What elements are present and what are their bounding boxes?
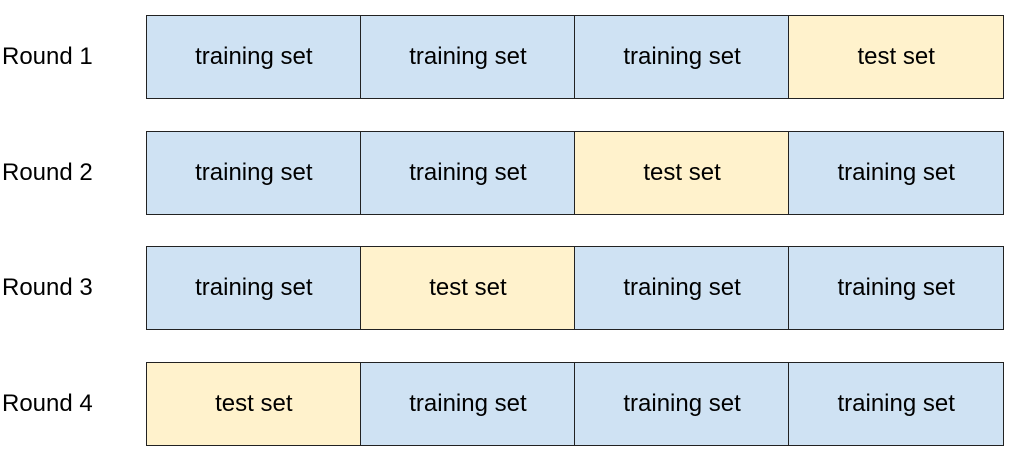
round-label: Round 2 xyxy=(2,158,93,186)
training-set-block: training set xyxy=(360,15,576,99)
test-set-block: test set xyxy=(146,361,362,446)
training-set-block: training set xyxy=(146,15,362,99)
training-set-block: training set xyxy=(788,361,1004,446)
training-set-block: training set xyxy=(146,130,362,215)
round-row: training set test set training set training… xyxy=(146,246,1004,330)
training-set-block: training set xyxy=(360,130,576,215)
training-set-block: training set xyxy=(146,246,362,330)
test-set-block: test set xyxy=(788,15,1004,99)
round-label: Round 3 xyxy=(2,274,93,301)
test-set-block: test set xyxy=(574,130,790,215)
test-set-block: test set xyxy=(360,246,576,330)
training-set-block: training set xyxy=(788,130,1004,215)
training-set-block: training set xyxy=(574,246,790,330)
training-set-block: training set xyxy=(360,361,576,446)
round-row: training set training set training set test… xyxy=(146,15,1004,99)
round-label: Round 4 xyxy=(2,389,93,417)
round-label: Round 1 xyxy=(2,43,93,70)
round-row: test set training set training set training… xyxy=(146,361,1004,446)
training-set-block: training set xyxy=(574,15,790,99)
round-row: training set training set test set training… xyxy=(146,130,1004,215)
training-set-block: training set xyxy=(788,246,1004,330)
training-set-block: training set xyxy=(574,361,790,446)
